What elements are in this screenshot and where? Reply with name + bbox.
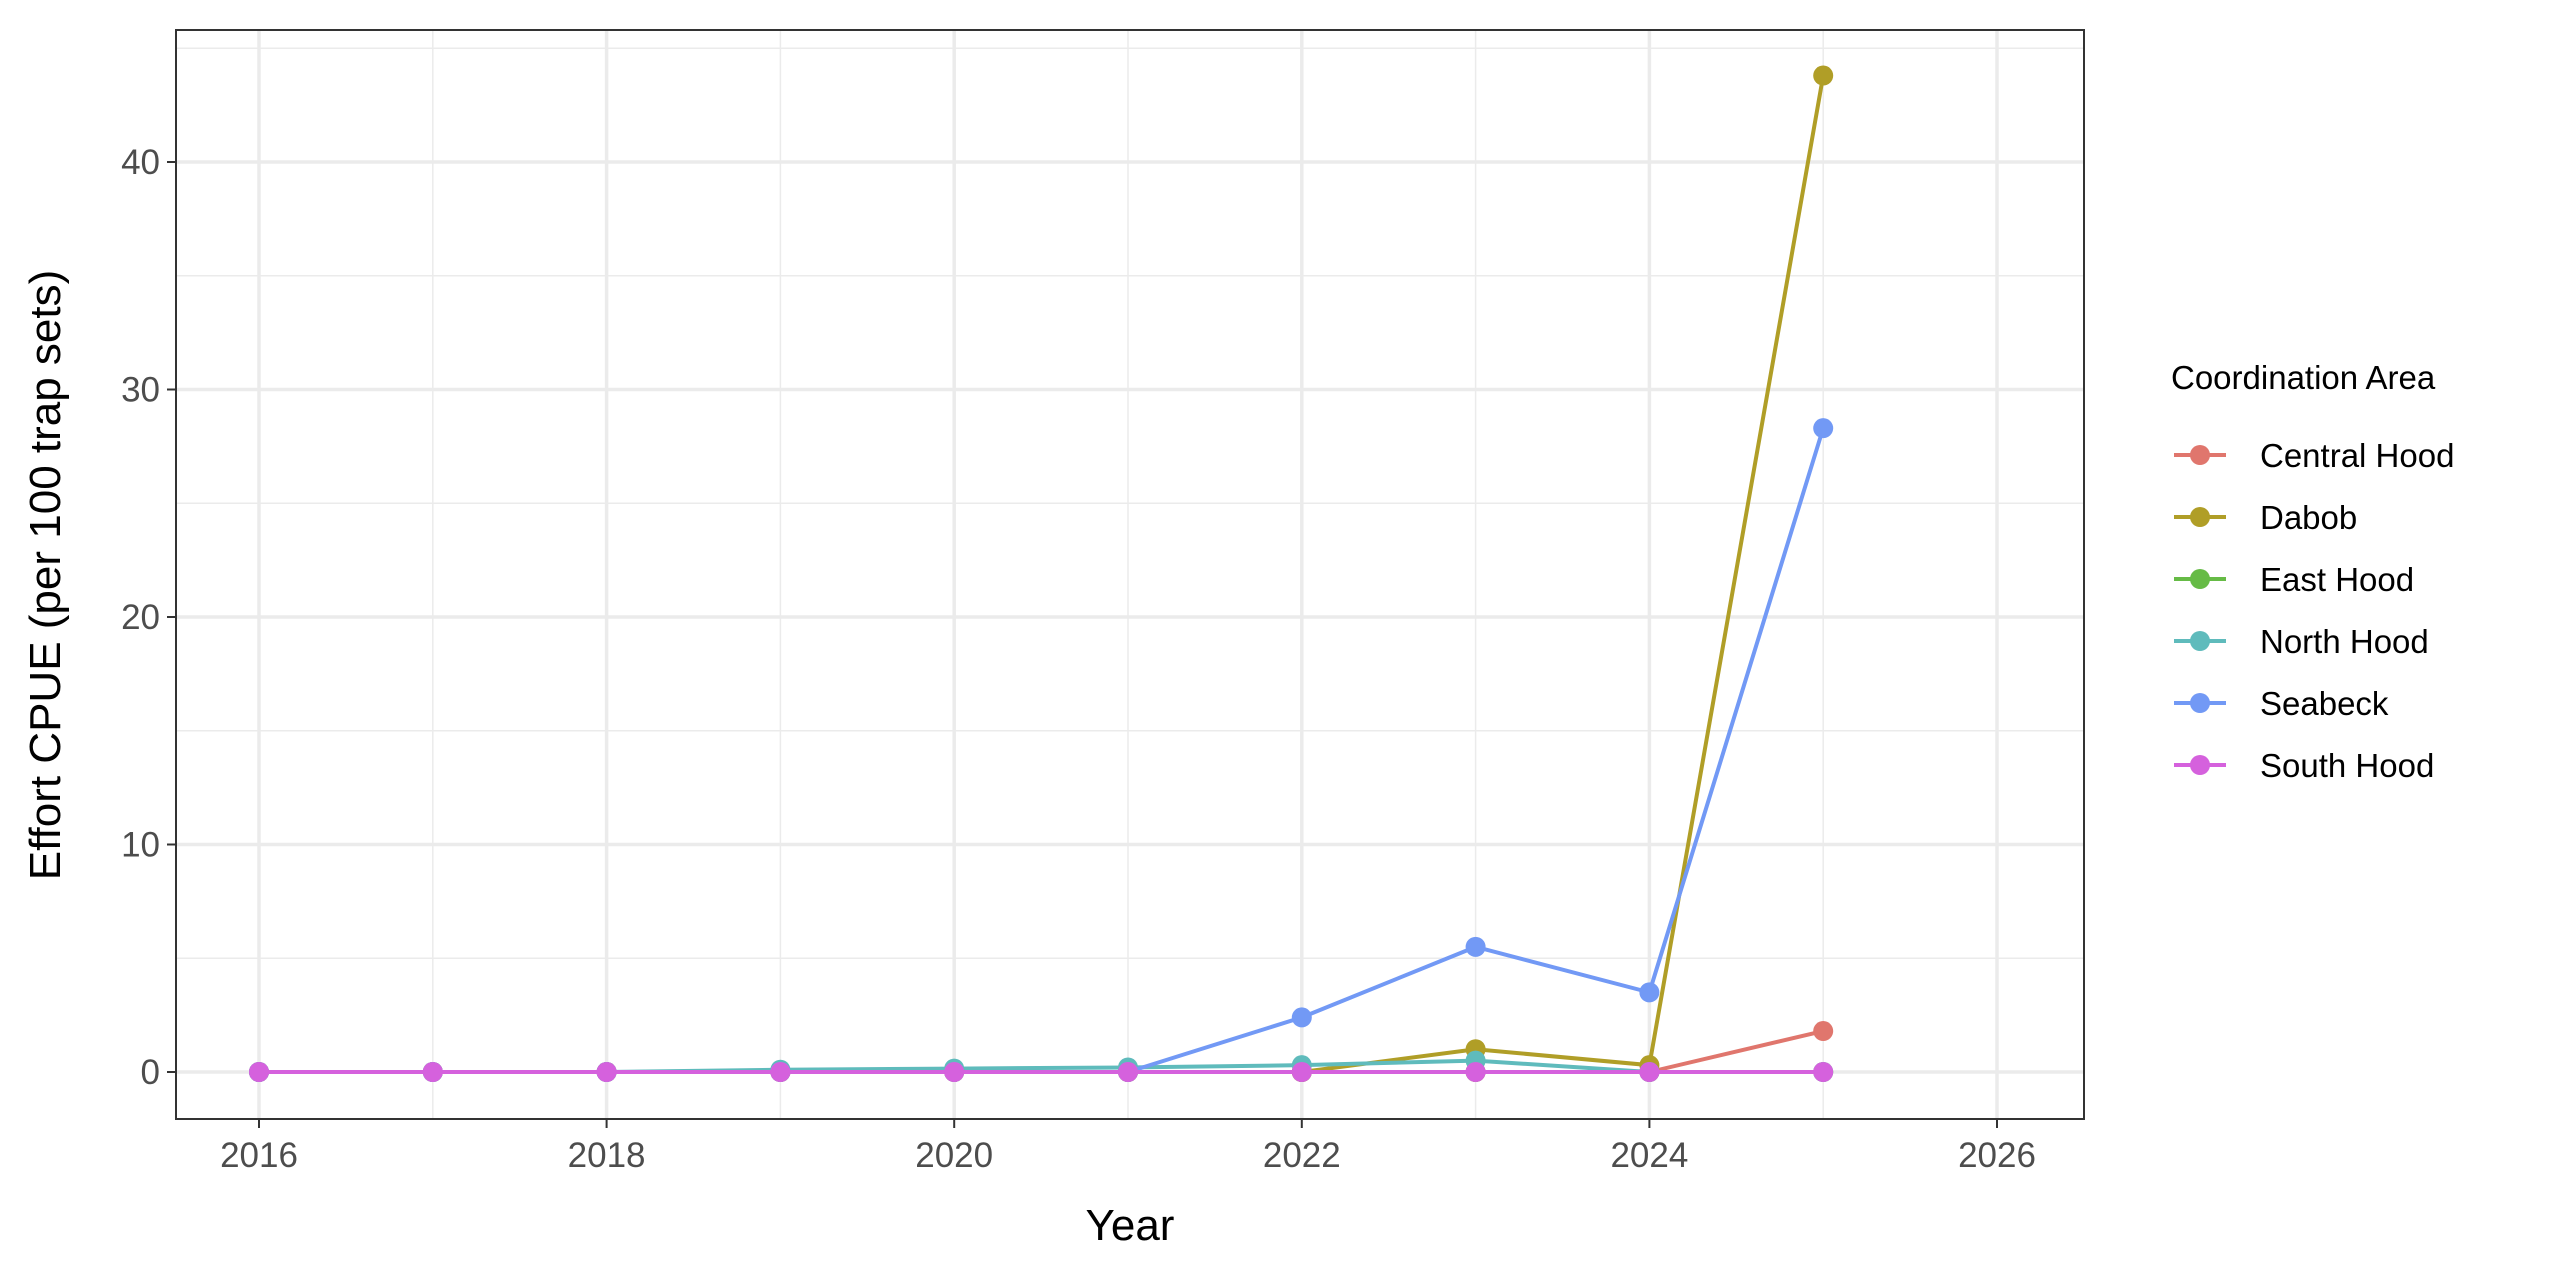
x-tick-label: 2020 — [915, 1136, 993, 1175]
legend-item: Seabeck — [2174, 685, 2389, 722]
y-axis-title: Effort CPUE (per 100 trap sets) — [21, 270, 70, 881]
x-axis-title: Year — [1086, 1201, 1175, 1250]
data-point — [1291, 1007, 1312, 1028]
data-point — [1813, 65, 1834, 86]
legend-item: Central Hood — [2174, 437, 2454, 474]
data-point — [249, 1062, 269, 1082]
y-tick-label: 10 — [121, 826, 160, 865]
data-point — [1813, 418, 1834, 439]
x-tick-label: 2016 — [220, 1136, 298, 1175]
x-tick-label: 2022 — [1263, 1136, 1341, 1175]
x-tick-label: 2026 — [1958, 1136, 2036, 1175]
data-point — [1118, 1062, 1138, 1082]
series-line — [259, 427, 1826, 1074]
legend-label: Dabob — [2260, 499, 2357, 536]
data-point — [944, 1062, 965, 1082]
legend-label: East Hood — [2260, 561, 2414, 598]
y-tick-label: 30 — [121, 371, 160, 410]
data-point — [422, 1062, 443, 1082]
series-line — [259, 75, 1826, 1074]
legend-item: Dabob — [2174, 499, 2357, 536]
y-tick-label: 40 — [121, 143, 160, 182]
legend-item: North Hood — [2174, 623, 2429, 660]
legend: Coordination Area Central Hood Dabob East … — [2171, 359, 2454, 784]
series-dabob — [249, 65, 1834, 1082]
legend-label: Central Hood — [2260, 437, 2454, 474]
legend-label: North Hood — [2260, 623, 2429, 660]
legend-key-point — [2190, 631, 2210, 651]
legend-key-point — [2190, 445, 2210, 465]
legend-label: Seabeck — [2260, 685, 2389, 722]
series-line — [259, 1029, 1824, 1074]
grid — [176, 30, 2084, 1119]
data-point — [1465, 1062, 1486, 1082]
legend-key-point — [2190, 693, 2210, 713]
x-tick-label: 2024 — [1610, 1136, 1688, 1175]
data-point — [1813, 1062, 1834, 1082]
y-tick-label: 0 — [141, 1053, 160, 1092]
x-tick-label: 2018 — [568, 1136, 646, 1175]
plot-panel-border — [175, 29, 2085, 1120]
legend-item: East Hood — [2174, 561, 2414, 598]
legend-title: Coordination Area — [2171, 359, 2436, 396]
legend-key-point — [2190, 755, 2210, 775]
series-south-hood — [249, 1062, 1834, 1082]
y-axis: 0 10 20 30 40 — [121, 143, 176, 1092]
legend-label: South Hood — [2260, 747, 2434, 784]
legend-key-point — [2190, 507, 2210, 527]
x-axis: 2016 2018 2020 2022 2024 2026 — [220, 1119, 2036, 1175]
series-lines — [249, 65, 1834, 1082]
y-tick-label: 20 — [121, 598, 160, 637]
data-point — [1639, 982, 1660, 1003]
data-point — [1813, 1021, 1834, 1042]
series-seabeck — [249, 418, 1834, 1082]
legend-key-point — [2190, 569, 2210, 589]
data-point — [1465, 936, 1486, 957]
data-point — [1291, 1062, 1312, 1082]
data-point — [596, 1062, 617, 1082]
data-point — [770, 1062, 791, 1082]
legend-item: South Hood — [2174, 747, 2434, 784]
series-north-hood — [249, 1050, 1834, 1082]
data-point — [1639, 1062, 1660, 1082]
